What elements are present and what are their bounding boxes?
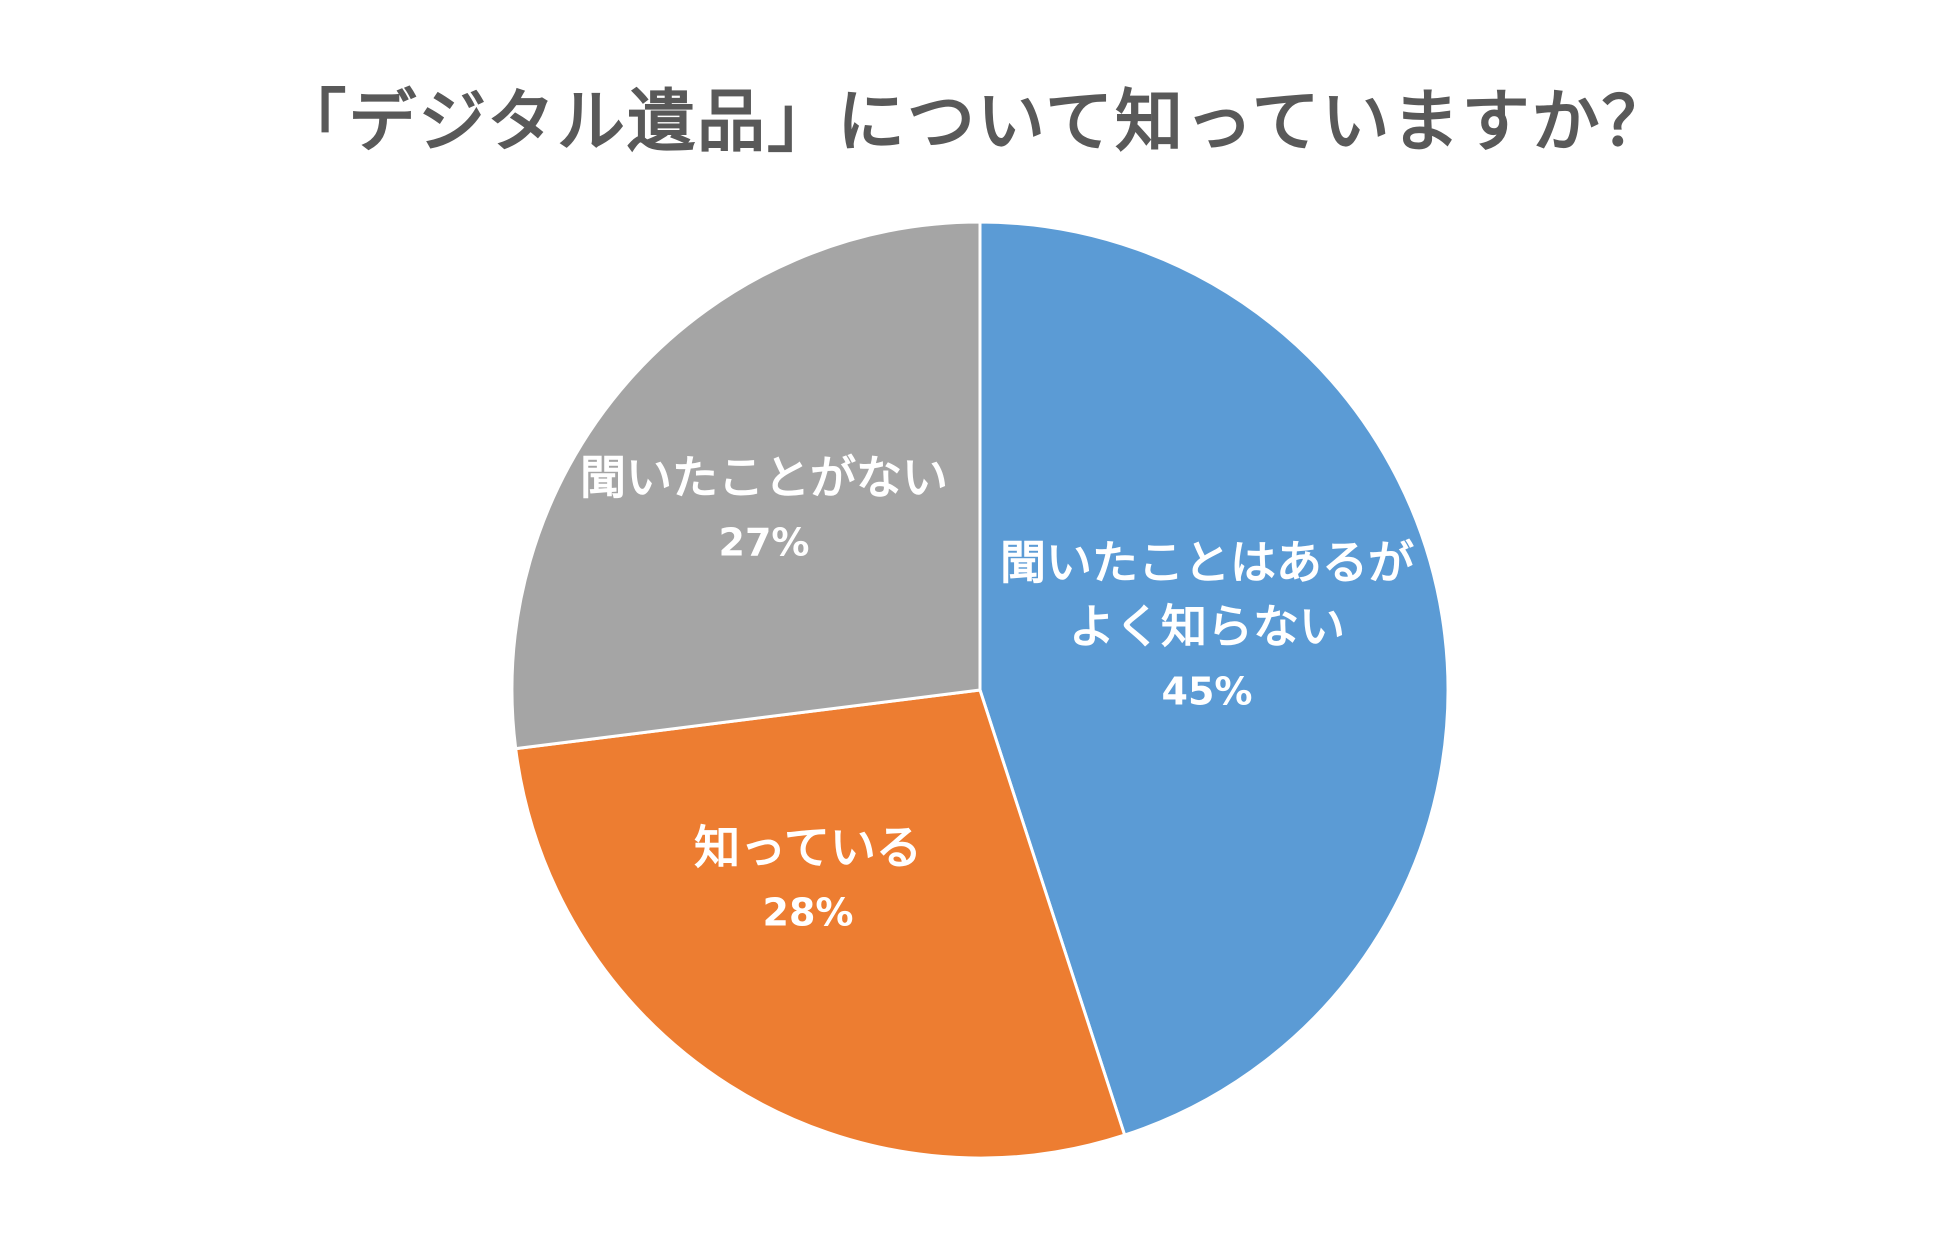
slice-label-1-line-0: 知っている	[694, 821, 922, 875]
slice-label-0-line-0: 聞いたことはあるが	[1000, 536, 1414, 590]
pie-slice-1	[514, 688, 1127, 1160]
pie-slice-0	[978, 220, 1450, 1137]
chart-title: 「デジタル遺品」について知っていますか？	[278, 83, 1672, 162]
slice-value-label-0: 45%	[1162, 670, 1253, 714]
slice-label-0-line-1: よく知らない	[1069, 600, 1345, 654]
pie-slice-2	[510, 220, 982, 751]
slice-label-2-line-0: 聞いたことがない	[580, 451, 948, 505]
slice-value-label-2: 27%	[719, 521, 810, 565]
pie-slices	[510, 220, 1450, 1160]
slice-value-label-1: 28%	[763, 891, 854, 935]
